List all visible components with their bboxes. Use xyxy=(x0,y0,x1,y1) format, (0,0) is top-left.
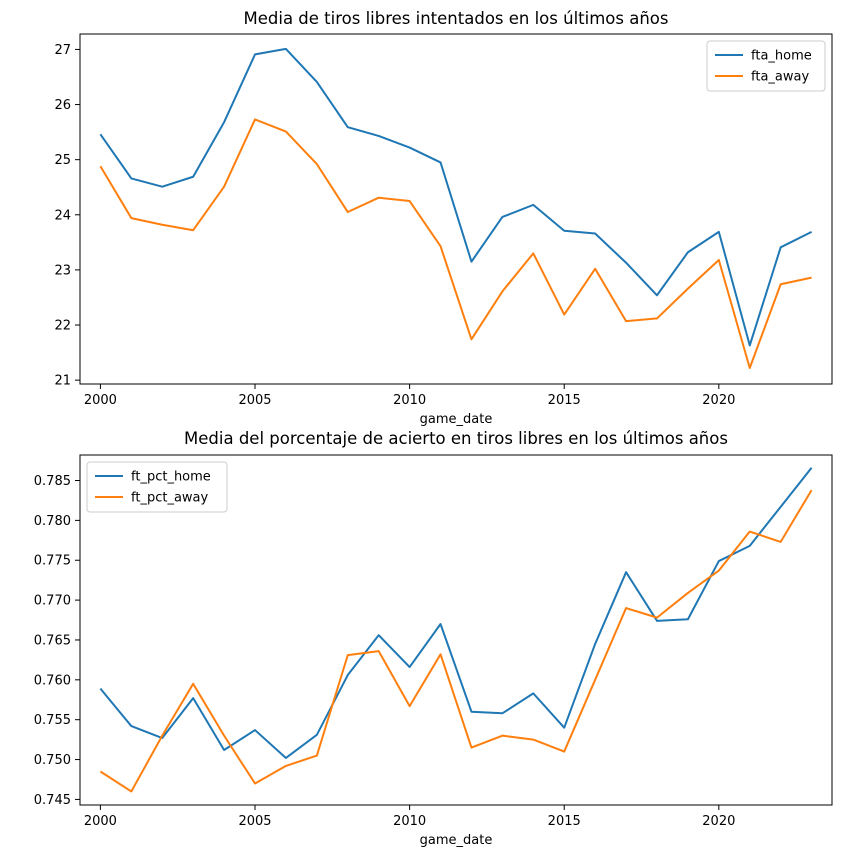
x-tick-label: 2000 xyxy=(84,393,117,408)
y-tick-label: 0.745 xyxy=(34,793,71,808)
legend-label: fta_away xyxy=(751,70,809,85)
y-tick-label: 25 xyxy=(54,153,71,168)
series-line-ft_pct_home xyxy=(99,467,813,759)
series-line-fta_home xyxy=(99,47,813,347)
y-tick-label: 23 xyxy=(54,263,71,278)
x-tick-label: 2020 xyxy=(702,814,735,829)
y-tick-label: 0.785 xyxy=(34,474,71,489)
y-tick-label: 0.760 xyxy=(34,673,71,688)
legend-label: ft_pct_away xyxy=(131,491,209,506)
axes-frame xyxy=(79,454,833,806)
x-axis-label: game_date xyxy=(420,412,493,427)
chart-2: Media del porcentaje de acierto en tiros… xyxy=(34,429,833,848)
y-tick-label: 0.765 xyxy=(34,633,71,648)
x-tick-label: 2005 xyxy=(238,814,271,829)
y-tick-label: 0.770 xyxy=(34,594,71,609)
y-tick-label: 22 xyxy=(54,319,71,334)
legend: ft_pct_home ft_pct_away xyxy=(86,461,228,513)
chart-title: Media del porcentaje de acierto en tiros… xyxy=(184,429,728,448)
y-tick-label: 0.780 xyxy=(34,514,71,529)
y-tick-label: 27 xyxy=(54,43,71,58)
legend-box xyxy=(86,461,228,513)
series-line-fta_away xyxy=(99,118,812,370)
legend-label: fta_home xyxy=(751,49,812,64)
legend-box xyxy=(706,40,826,92)
series-line-ft_pct_away xyxy=(99,489,813,793)
x-tick-label: 2010 xyxy=(393,814,426,829)
legend: fta_home fta_away xyxy=(706,40,826,92)
legend-label: ft_pct_home xyxy=(131,470,211,485)
axes-frame xyxy=(79,33,833,385)
x-tick-label: 2015 xyxy=(548,393,581,408)
chart-1: Media de tiros libres intentados en los … xyxy=(54,9,833,427)
x-tick-label: 2000 xyxy=(84,814,117,829)
y-tick-label: 0.750 xyxy=(34,753,71,768)
x-tick-label: 2020 xyxy=(702,393,735,408)
y-tick-label: 24 xyxy=(54,208,71,223)
x-tick-label: 2015 xyxy=(548,814,581,829)
y-tick-label: 0.755 xyxy=(34,713,71,728)
x-axis-label: game_date xyxy=(420,833,493,848)
chart-title: Media de tiros libres intentados en los … xyxy=(244,9,669,28)
y-tick-label: 21 xyxy=(54,374,71,389)
y-tick-label: 0.775 xyxy=(34,554,71,569)
x-tick-label: 2010 xyxy=(393,393,426,408)
y-tick-label: 26 xyxy=(54,98,71,113)
x-tick-label: 2005 xyxy=(238,393,271,408)
